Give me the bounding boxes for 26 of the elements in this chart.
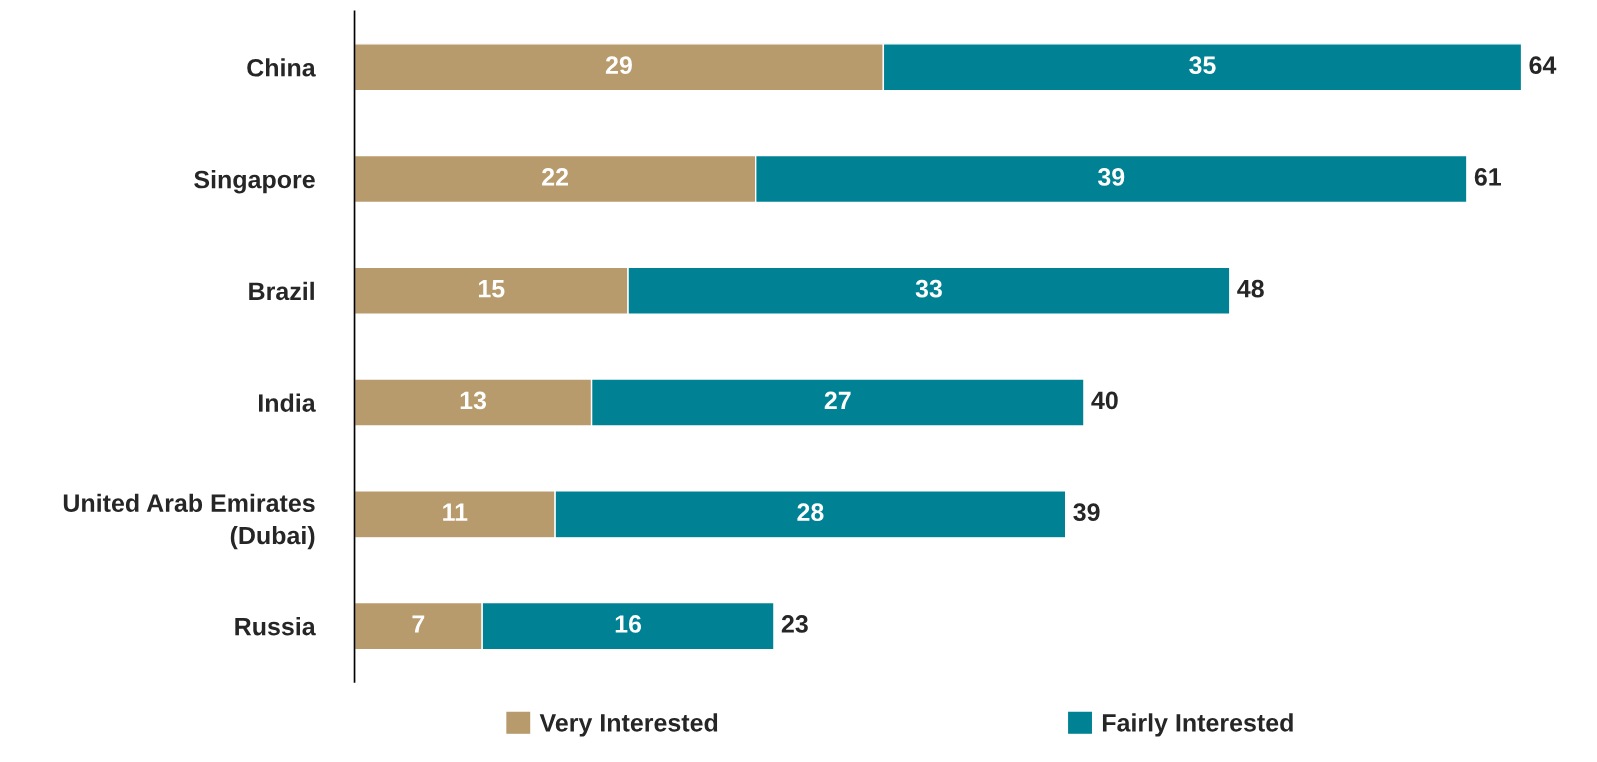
y-tick-label: China — [247, 58, 316, 77]
total-label: 40 — [1091, 391, 1118, 410]
y-tick-label: Singapore — [194, 170, 315, 194]
data-label: 22 — [542, 168, 569, 186]
y-tick-label: India — [258, 393, 316, 412]
total-label: 61 — [1474, 168, 1501, 186]
total-label: 39 — [1073, 503, 1100, 522]
total-label: 48 — [1237, 279, 1264, 298]
data-label: 13 — [460, 391, 487, 410]
data-label: 35 — [1189, 56, 1216, 75]
total-label: 64 — [1529, 56, 1557, 75]
data-label: 16 — [615, 615, 642, 633]
data-label: 33 — [915, 279, 942, 298]
y-tick-label: Russia — [235, 617, 316, 636]
legend-label: Very Interested — [539, 713, 718, 737]
data-label: 29 — [605, 56, 632, 75]
data-label: 27 — [824, 391, 851, 410]
data-label: 39 — [1097, 168, 1125, 186]
y-tick-label: United Arab Emirates (Dubai) — [63, 493, 315, 550]
data-label: 15 — [478, 280, 505, 298]
data-label: 7 — [412, 615, 425, 633]
data-label: 11 — [443, 503, 468, 521]
total-label: 23 — [781, 615, 808, 633]
y-tick-label: Brazil — [249, 281, 314, 301]
legend-label: Fairly Interested — [1102, 713, 1293, 737]
data-label: 28 — [797, 503, 824, 522]
